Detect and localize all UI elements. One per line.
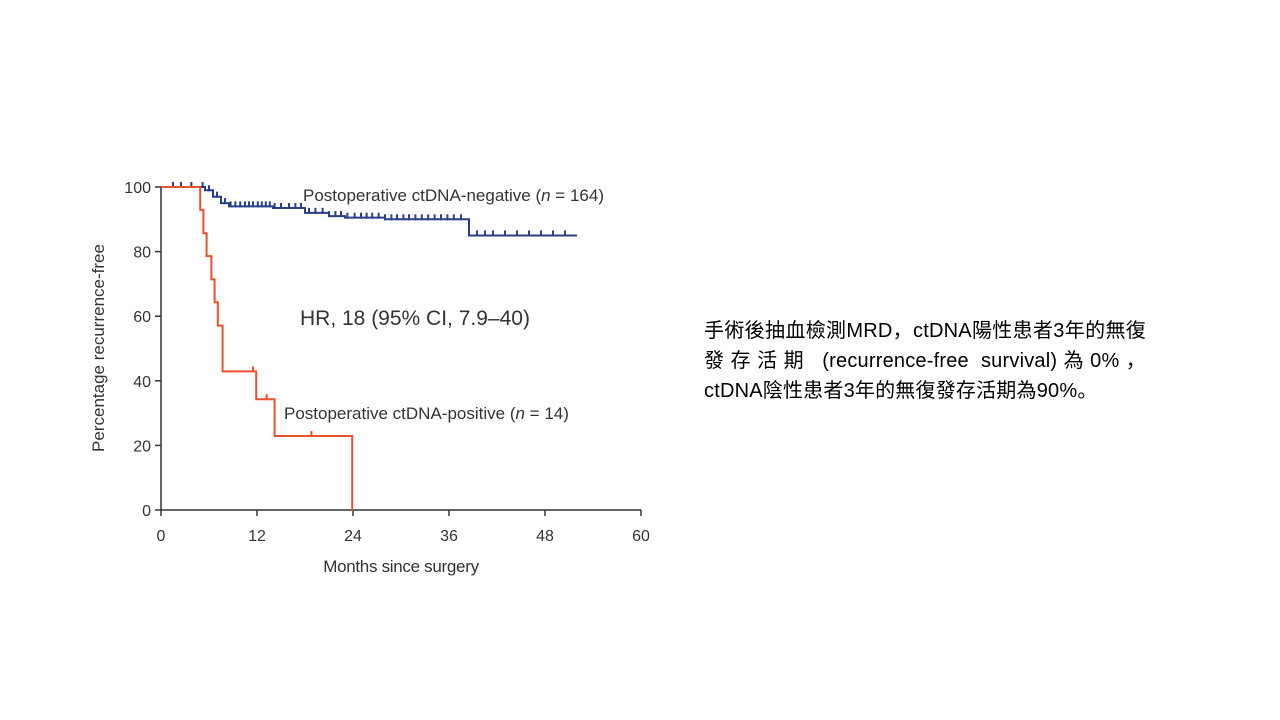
y-axis: 0 20 40 60 80 100 bbox=[124, 180, 162, 520]
x-tick-label: 0 bbox=[157, 528, 166, 545]
x-tick-label: 12 bbox=[248, 528, 266, 545]
y-tick-label: 40 bbox=[133, 374, 151, 391]
x-tick-label: 60 bbox=[632, 528, 650, 545]
caption-text: 手術後抽血檢測MRD，ctDNA陽性患者3年的無復發存活期 (recurrenc… bbox=[704, 320, 1146, 402]
series-positive-line bbox=[161, 186, 354, 511]
series-positive-label: Postoperative ctDNA-positive (n = 14) bbox=[284, 404, 569, 423]
x-axis: 0 12 24 36 48 60 bbox=[157, 509, 650, 545]
series-negative bbox=[161, 182, 577, 237]
series-negative-label: Postoperative ctDNA-negative (n = 164) bbox=[303, 186, 604, 205]
x-tick-label: 36 bbox=[440, 528, 458, 545]
y-tick-label: 60 bbox=[133, 309, 151, 326]
km-chart: 0 20 40 60 80 100 0 12 24 36 48 60 Percentage recu… bbox=[89, 180, 650, 576]
x-axis-title: Months since surgery bbox=[323, 557, 479, 576]
series-positive bbox=[161, 186, 354, 511]
y-axis-title: Percentage recurrence-free bbox=[89, 244, 108, 452]
hazard-ratio-annotation: HR, 18 (95% CI, 7.9–40) bbox=[300, 307, 530, 330]
y-tick-label: 80 bbox=[133, 245, 151, 262]
x-tick-label: 24 bbox=[344, 528, 362, 545]
y-tick-label: 0 bbox=[142, 503, 151, 520]
y-tick-label: 100 bbox=[124, 180, 151, 197]
x-tick-label: 48 bbox=[536, 528, 554, 545]
y-tick-label: 20 bbox=[133, 438, 151, 455]
